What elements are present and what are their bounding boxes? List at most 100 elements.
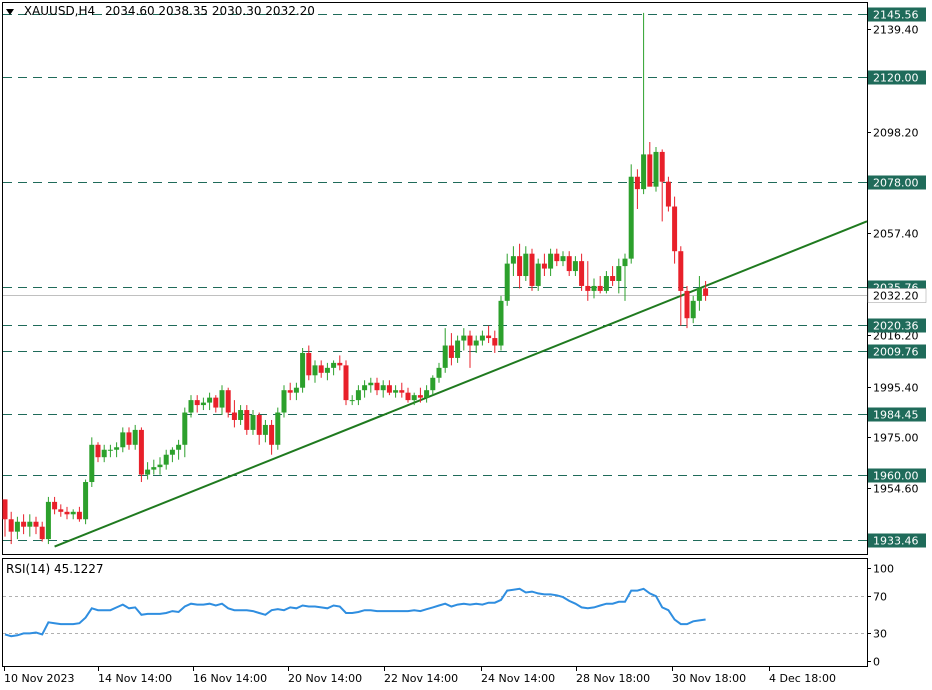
candle	[114, 442, 120, 458]
candle	[572, 256, 578, 277]
candle-body	[76, 511, 82, 520]
chart-header: XAUUSD,H4 2034.60 2038.35 2030.30 2032.2…	[6, 4, 315, 18]
candle-body	[312, 365, 318, 376]
candle	[225, 387, 231, 418]
rsi-plot-frame	[2, 558, 868, 667]
candle	[529, 248, 535, 291]
rsi-line	[4, 587, 706, 638]
candle	[548, 248, 554, 277]
candle-body	[523, 253, 529, 277]
candle	[107, 444, 113, 458]
candle-body	[27, 521, 33, 527]
level-label: 2145.56	[873, 9, 919, 22]
candle-body	[362, 385, 368, 391]
candle-body	[33, 521, 39, 527]
candle-body	[45, 501, 51, 540]
candle-body	[628, 176, 634, 259]
level-label: 1933.46	[873, 535, 919, 548]
candle-body	[8, 519, 14, 532]
rsi-indicator	[3, 587, 867, 638]
candle	[523, 246, 529, 281]
candle	[293, 382, 299, 401]
candle-body	[492, 338, 498, 346]
symbol-menu-icon[interactable]	[6, 8, 14, 15]
candle	[287, 382, 293, 401]
candles	[2, 12, 709, 545]
candle-body	[331, 362, 337, 368]
candle-body	[138, 429, 144, 475]
price-tick-label: 2139.40	[873, 24, 919, 37]
candle	[535, 258, 541, 291]
candle-body	[244, 410, 250, 430]
candle	[275, 407, 281, 450]
candle-body	[120, 432, 126, 448]
candle-body	[281, 390, 287, 413]
candle	[585, 261, 591, 301]
candle-body	[368, 382, 374, 386]
candle-body	[145, 469, 151, 475]
candle-body	[467, 335, 473, 346]
candle-body	[436, 367, 442, 378]
candle-body	[405, 392, 411, 401]
candle-body	[293, 387, 299, 393]
candle-body	[225, 390, 231, 413]
candle-body	[219, 390, 225, 408]
candle-body	[306, 352, 312, 376]
candle-body	[672, 206, 678, 252]
candle	[672, 196, 678, 264]
price-levels	[3, 14, 867, 541]
candle-body	[684, 290, 690, 319]
candle-body	[2, 499, 8, 520]
candle-body	[39, 526, 45, 540]
candle	[269, 419, 275, 455]
candle	[579, 253, 585, 291]
candle	[461, 328, 467, 351]
candle-body	[250, 415, 256, 430]
level-label-bg	[868, 70, 926, 85]
candle-body	[101, 449, 107, 458]
candle-body	[269, 424, 275, 445]
candle-body	[597, 285, 603, 291]
level-label-bg	[868, 468, 926, 483]
candle-body	[399, 390, 405, 393]
candle-body	[300, 352, 306, 388]
level-label-bg	[868, 344, 926, 359]
candle	[45, 496, 51, 545]
candle-body	[653, 151, 659, 187]
trendline	[54, 220, 868, 548]
candle-body	[659, 151, 665, 182]
candle	[324, 362, 330, 381]
price-tick-label: 2016.20	[873, 330, 919, 343]
candle	[188, 395, 194, 418]
candle-body	[616, 266, 622, 281]
candle-body	[70, 511, 76, 515]
candle-body	[417, 395, 423, 398]
candle-body	[585, 285, 591, 291]
candle-body	[393, 390, 399, 393]
candle-body	[591, 285, 597, 291]
candle-body	[324, 367, 330, 373]
candle	[417, 387, 423, 403]
candle	[21, 514, 27, 535]
candle	[467, 330, 473, 368]
candle-body	[176, 444, 182, 450]
candle	[517, 243, 523, 289]
candle	[492, 330, 498, 353]
candle-body	[517, 256, 523, 277]
candle	[163, 449, 169, 470]
rsi-tick-label: 30	[873, 628, 887, 641]
rsi-header: RSI(14) 45.1227	[6, 562, 104, 576]
candle	[194, 395, 200, 413]
candle-body	[256, 415, 262, 435]
candle-body	[473, 340, 479, 346]
candle-body	[504, 263, 510, 301]
candle	[95, 442, 101, 463]
candle-body	[498, 300, 504, 346]
symbol-label[interactable]: XAUUSD,H4	[23, 4, 96, 18]
candle	[603, 271, 609, 294]
candle	[684, 285, 690, 329]
candle	[231, 400, 237, 428]
candle-body	[430, 377, 436, 391]
candle-body	[566, 256, 572, 272]
rsi-tick-label: 0	[873, 656, 880, 669]
